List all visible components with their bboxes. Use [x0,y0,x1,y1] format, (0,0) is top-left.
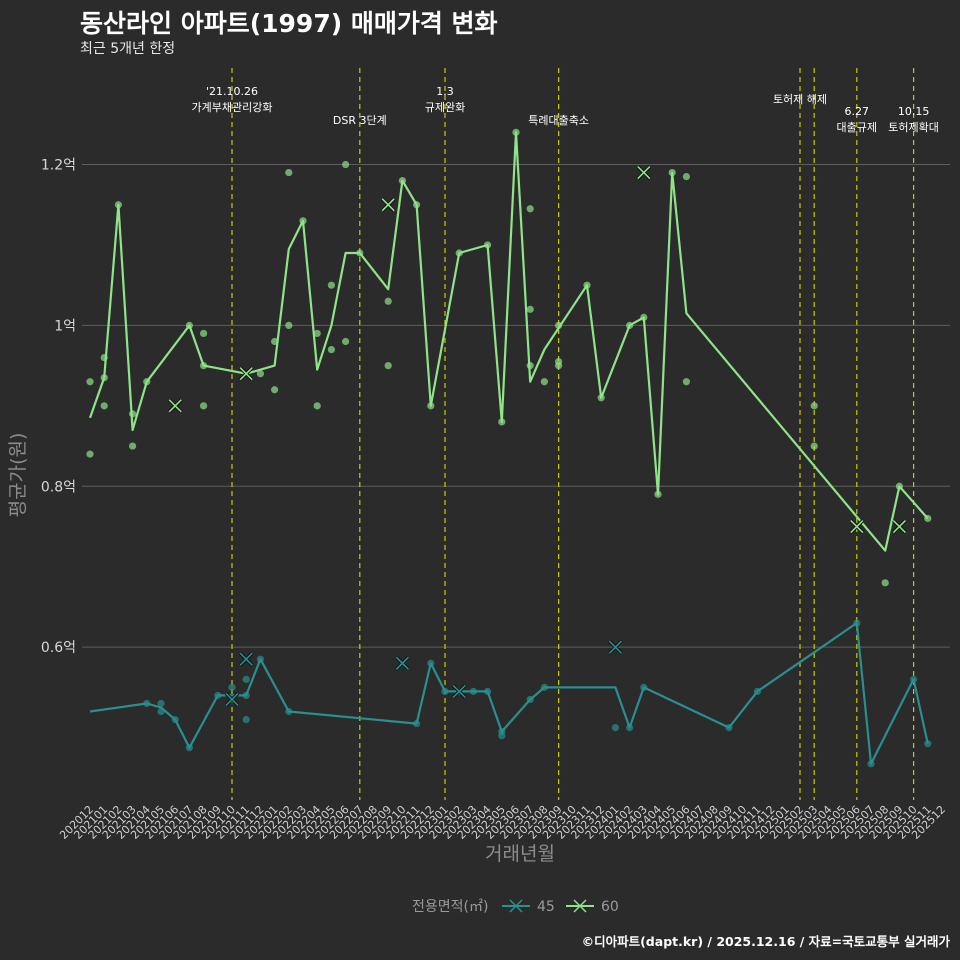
legend: 전용면적(㎡) 45 60 [412,899,619,915]
y-axis-label: 평균가(원) [7,433,29,518]
data-point-60 [540,378,549,386]
legend-cross-45 [509,899,523,913]
series-line-45 [89,621,929,765]
data-point-60 [200,329,208,338]
legend-label-60: 60 [601,899,619,915]
legend-entry-45[interactable]: 45 [502,899,555,915]
policy-annotation-label: 1.3 [436,85,454,98]
data-point-45 [157,699,165,708]
legend-title: 전용면적(㎡) [412,899,488,915]
y-tick-label: 0.8억 [41,479,76,495]
data-point-60 [342,160,350,169]
policy-lines [231,68,915,800]
series-60 [86,128,932,587]
y-tick-label: 0.6억 [41,640,76,656]
policy-annotation-label: DSR 3단계 [333,114,387,127]
data-point-60 [100,402,108,410]
policy-annotation-label: 특례대출축소 [528,114,589,127]
data-point-60 [526,305,534,313]
data-point-60 [256,370,264,378]
data-point-60 [200,402,208,410]
data-point-60 [327,281,335,289]
x-axis-ticks: 2020122021012021022021032021042021052021… [57,803,948,842]
data-point-60 [526,205,534,213]
data-point-60 [810,402,818,410]
data-point-60 [129,442,137,450]
policy-annotation-label: 10.15 [898,105,930,118]
cross-marker-45 [395,656,409,670]
cross-marker-45 [452,684,466,698]
legend-entry-60[interactable]: 60 [566,899,619,915]
cross-marker-45 [239,652,253,666]
data-point-60 [327,345,335,354]
series [86,128,932,768]
policy-annotation-label: 6.27 [845,105,870,118]
data-point-45 [242,675,250,683]
data-point-45 [611,724,620,732]
data-point-60 [313,402,321,410]
policy-annotation-label: 대출규제 [837,121,877,134]
data-point-60 [313,329,321,338]
legend-label-45: 45 [537,899,555,915]
cross-marker-60 [637,166,651,180]
x-axis-label: 거래년월 [485,843,555,865]
grid-lines [82,164,950,648]
data-point-60 [384,297,392,305]
policy-annotation-label: 가계부채관리강화 [192,101,273,114]
legend-cross-60 [573,899,587,913]
data-point-60 [285,168,293,177]
series-line-60 [88,131,929,552]
policy-annotation-label: '21.10.26 [206,85,258,98]
data-point-60 [285,321,293,330]
data-point-60 [86,378,94,386]
data-point-60 [555,362,563,370]
cross-marker-45 [225,692,239,707]
policy-annotation-label: 규제완화 [425,101,465,114]
data-point-60 [271,386,279,394]
y-axis-ticks: 0.6억 0.8억 1억 1.2억 [41,158,76,657]
data-point-60 [86,450,94,458]
cross-marker-60 [850,519,864,534]
chart-subtitle: 최근 5개년 한정 [80,41,176,57]
chart-title: 동산라인 아파트(1997) 매매가격 변화 [80,9,498,38]
series-45 [89,619,932,768]
cross-marker-45 [608,640,622,654]
policy-annotation-label: 토허제 해제 [773,92,827,106]
data-point-60 [682,378,691,386]
footer-credit: ©디아파트(dapt.kr) / 2025.12.16 / 자료=국토교통부 실… [581,934,950,949]
cross-marker-60 [892,519,906,534]
data-point-60 [682,172,691,181]
data-point-60 [384,362,392,370]
y-tick-label: 1.2억 [41,158,76,174]
policy-annotation-label: 토허제확대 [888,121,939,134]
cross-marker-60 [381,198,395,212]
data-point-45 [228,683,236,691]
cross-marker-60 [168,399,182,413]
data-point-60 [881,579,889,587]
y-tick-label: 1억 [54,318,76,334]
data-point-60 [342,337,350,346]
data-point-45 [242,715,250,724]
cross-marker-60 [239,367,253,381]
data-point-60 [810,442,818,450]
